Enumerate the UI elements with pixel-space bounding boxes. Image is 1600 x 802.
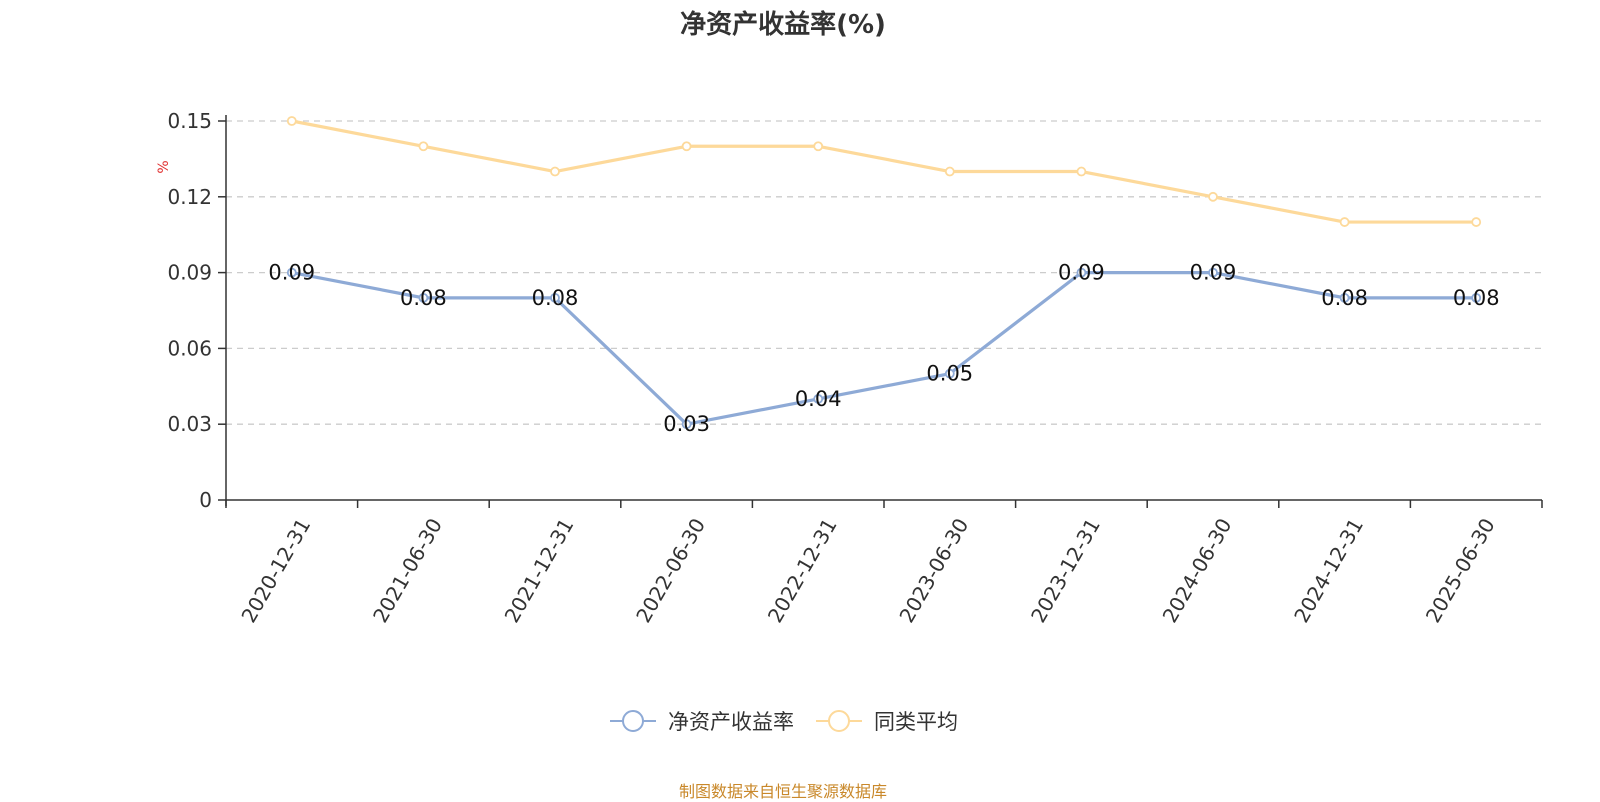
legend-label: 同类平均 xyxy=(874,710,958,734)
data-point xyxy=(418,141,429,152)
legend-item[interactable]: 净资产收益率 xyxy=(608,706,794,736)
x-tick-label: 2023-06-30 xyxy=(894,514,973,627)
x-tick-label: 2024-06-30 xyxy=(1158,514,1237,627)
y-tick-label: 0.03 xyxy=(167,412,212,436)
x-tick-label: 2025-06-30 xyxy=(1421,514,1500,627)
data-label: 0.09 xyxy=(1190,261,1237,285)
x-tick-label: 2023-12-31 xyxy=(1026,514,1105,627)
series-line xyxy=(291,271,1477,426)
data-labels: 0.09 0.08 0.08 0.03 0.04 0.05 0.09 0.09 0.08 0.08 xyxy=(268,261,1499,437)
y-tick-label: 0.06 xyxy=(167,336,212,360)
data-label: 0.08 xyxy=(1453,286,1500,310)
y-tick-label: 0.12 xyxy=(167,185,212,209)
y-tick-label: 0.15 xyxy=(167,109,212,133)
data-point xyxy=(681,419,692,430)
data-point xyxy=(1076,166,1087,177)
data-label: 0.03 xyxy=(663,412,710,436)
y-tick-label: 0 xyxy=(199,488,212,512)
legend-item[interactable]: 同类平均 xyxy=(814,706,958,736)
chart-title: 净资产收益率(%) xyxy=(680,10,886,40)
y-tick-label: 0.09 xyxy=(167,261,212,285)
grid-lines xyxy=(226,120,1542,425)
x-tick-label: 2024-12-31 xyxy=(1289,514,1368,627)
y-unit-label: % xyxy=(156,160,172,173)
data-point xyxy=(813,394,824,404)
legend: 净资产收益率 同类平均 xyxy=(0,706,1566,736)
data-point xyxy=(286,267,297,278)
source-note: 制图数据来自恒生聚源数据库 xyxy=(678,782,887,801)
data-label: 0.04 xyxy=(795,387,842,411)
data-point xyxy=(418,292,429,303)
data-label: 0.09 xyxy=(1058,261,1105,285)
series-line xyxy=(291,119,1477,224)
x-tick-label: 2022-12-31 xyxy=(763,514,842,627)
data-point xyxy=(1339,217,1350,227)
data-point xyxy=(1339,292,1350,303)
data-point xyxy=(286,116,297,126)
data-point xyxy=(1208,191,1218,202)
data-point xyxy=(944,166,955,177)
data-point xyxy=(550,166,560,177)
legend-swatch-icon xyxy=(610,710,656,732)
data-label: 0.05 xyxy=(926,362,973,386)
series-lines xyxy=(286,116,1482,430)
x-tick-label: 2022-06-30 xyxy=(631,514,710,627)
data-point xyxy=(1208,267,1218,278)
legend-label: 净资产收益率 xyxy=(668,710,794,734)
data-point xyxy=(1076,267,1087,278)
data-point xyxy=(550,292,560,303)
data-label: 0.09 xyxy=(268,261,315,285)
axes: 0 0.03 0.06 0.09 0.12 0.15% 2020-12-31 2021-06-… xyxy=(156,109,1543,627)
data-point xyxy=(1471,217,1482,227)
data-label: 0.08 xyxy=(532,286,579,310)
x-tick-label: 2021-06-30 xyxy=(368,514,447,627)
data-label: 0.08 xyxy=(1321,286,1368,310)
x-tick-label: 2020-12-31 xyxy=(236,514,315,627)
legend-swatch-icon xyxy=(816,710,862,732)
line-chart: 0 0.03 0.06 0.09 0.12 0.15% 2020-12-31 2021-06-… xyxy=(156,109,1543,627)
legend-swatch-marker xyxy=(622,710,644,732)
x-tick-label: 2021-12-31 xyxy=(500,514,579,627)
data-point xyxy=(944,368,955,379)
data-point xyxy=(1471,292,1482,303)
data-point xyxy=(681,141,692,152)
data-label: 0.08 xyxy=(400,286,447,310)
data-point xyxy=(813,141,824,152)
legend-swatch-marker xyxy=(828,710,850,732)
